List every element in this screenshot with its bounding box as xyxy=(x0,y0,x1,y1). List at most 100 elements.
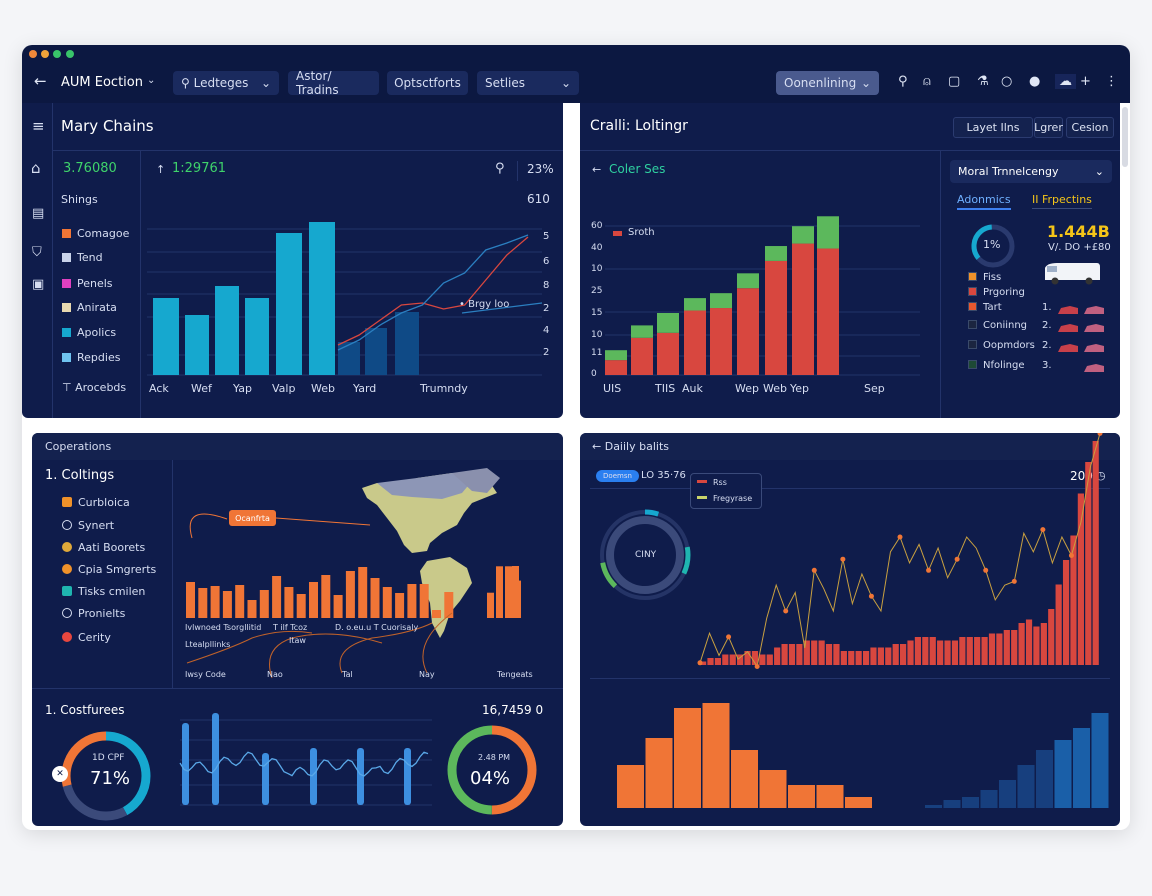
bar xyxy=(345,571,355,618)
panel-header-title[interactable]: ← Daiily balits xyxy=(592,440,669,453)
calendar-icon[interactable]: ▣ xyxy=(32,277,45,292)
bar xyxy=(885,647,892,665)
window-maximize-dot[interactable] xyxy=(53,50,61,58)
map-callout[interactable]: Ocanfrta xyxy=(229,510,276,526)
bar xyxy=(714,658,722,665)
bag-icon[interactable]: ⛉ xyxy=(32,245,42,260)
map-label: Ltealpllinks xyxy=(185,640,231,649)
panel-mary-chains: ≡ ⌂ ▤ ⛉ ▣ Mary Chains 3.76080 Shings ⊤ A… xyxy=(22,103,563,418)
window-close-dot[interactable] xyxy=(29,50,37,58)
list-item[interactable]: Synert xyxy=(62,519,114,532)
tab-adonmics[interactable]: Adonmics xyxy=(957,193,1011,210)
user-search-icon[interactable]: ⚲ xyxy=(898,74,908,89)
menu-optsctforts[interactable]: Optsctforts xyxy=(387,71,468,95)
legend-swatch xyxy=(62,253,71,262)
window-extra-dot[interactable] xyxy=(66,50,74,58)
list-item[interactable]: Curbloica xyxy=(62,496,130,509)
back-arrow-icon[interactable]: ← xyxy=(34,72,47,90)
bar-segment-red xyxy=(792,243,814,375)
back-label[interactable]: Coler Ses xyxy=(609,162,666,176)
bar xyxy=(1018,623,1025,665)
close-badge-icon[interactable]: ✕ xyxy=(52,766,68,782)
histogram-bar xyxy=(1091,713,1109,808)
list-item[interactable]: Aati Boorets xyxy=(62,541,145,554)
x-tick-label: Valp xyxy=(272,382,296,395)
bar-segment-green xyxy=(657,313,679,333)
bar xyxy=(707,658,714,665)
menu-astor-tradins[interactable]: Astor/ Tradins xyxy=(288,69,379,97)
histogram-bar xyxy=(759,770,787,808)
bar xyxy=(1040,623,1047,665)
cesion-button[interactable]: Cesion xyxy=(1066,117,1114,138)
list-item[interactable]: Cpia Smgrerts xyxy=(62,563,156,576)
histogram-bar xyxy=(943,800,961,808)
donut1-value: 71% xyxy=(90,768,131,789)
view-dropdown[interactable]: Oonenlining ⌄ xyxy=(776,71,879,95)
map-label: Tengeats xyxy=(497,670,533,679)
back-arrow-icon[interactable]: ← xyxy=(592,163,602,176)
status-badge: Doemsn xyxy=(596,470,639,482)
legend-item: Tend xyxy=(62,251,103,264)
document-icon[interactable]: ▤ xyxy=(32,206,45,221)
menu-label: Astor/ Tradins xyxy=(296,69,339,97)
histogram-bar xyxy=(816,785,844,808)
series-line xyxy=(337,234,529,351)
section-title: 1. Coltings xyxy=(45,468,115,483)
window-minimize-dot[interactable] xyxy=(41,50,49,58)
line-point xyxy=(1040,527,1046,533)
refresh-icon[interactable]: ○ xyxy=(1001,74,1013,89)
search-icon[interactable]: ⚲ xyxy=(495,161,505,176)
bar xyxy=(1077,493,1084,665)
menu-setlies[interactable]: Setlies ⌄ xyxy=(477,71,579,95)
dropdown-value: Moral Trnnelcengy xyxy=(958,165,1059,178)
location-pin-icon[interactable]: ● xyxy=(1029,74,1041,89)
metric-dropdown[interactable]: Moral Trnnelcengy ⌄ xyxy=(950,160,1112,183)
bar-segment-red xyxy=(684,310,706,375)
map-label: Nay xyxy=(419,670,435,679)
line-point xyxy=(983,567,989,573)
lgrer-button[interactable]: Lgrer xyxy=(1034,117,1063,138)
app-title[interactable]: AUM Eoction xyxy=(61,75,143,90)
flask-icon[interactable]: ⚗ xyxy=(977,74,989,89)
at-icon xyxy=(62,608,72,618)
histogram-bar xyxy=(674,708,701,808)
bar xyxy=(944,640,951,665)
bar-segment-red xyxy=(737,288,759,375)
more-icon[interactable]: ⋮ xyxy=(1105,74,1118,89)
scrollbar[interactable] xyxy=(1122,107,1128,167)
bar-line-chart xyxy=(147,222,543,376)
list-item[interactable]: Cerity xyxy=(62,631,111,644)
bar xyxy=(759,654,766,665)
menu-label: Setlies xyxy=(485,76,526,90)
annotation-label: Brgy loo xyxy=(468,299,510,310)
chevron-down-icon[interactable]: ⌄ xyxy=(147,75,156,86)
x-tick-label: Auk xyxy=(682,382,703,395)
legend-swatch xyxy=(968,272,977,281)
hamburger-menu-icon[interactable]: ≡ xyxy=(32,117,45,135)
legend-footer-item[interactable]: ⊤ Arocebds xyxy=(62,381,127,394)
ring-track xyxy=(606,516,684,594)
clock-icon[interactable]: ◷ xyxy=(1096,469,1106,482)
tablet-icon[interactable]: ▢ xyxy=(948,74,961,89)
bar xyxy=(862,651,870,665)
home-icon[interactable]: ⌂ xyxy=(31,159,41,177)
connector-line xyxy=(339,622,433,674)
list-item[interactable]: Pronielts xyxy=(62,607,125,620)
layer-button[interactable]: Layet Ilns xyxy=(953,117,1033,138)
list-item[interactable]: Tisks cmilen xyxy=(62,585,145,598)
big-value: 1.444B xyxy=(1047,222,1110,241)
bar xyxy=(1092,441,1099,665)
menu-ledteges[interactable]: ⚲ Ledteges ⌄ xyxy=(173,71,279,95)
tab-frpectins[interactable]: II Frpectins xyxy=(1032,193,1092,209)
bar xyxy=(922,637,929,665)
person-icon[interactable]: ⍝ xyxy=(923,74,931,89)
bar xyxy=(774,647,781,665)
y-tick-label: 25 xyxy=(591,286,603,296)
legend-swatch xyxy=(62,353,71,362)
line-point xyxy=(726,634,732,640)
bar xyxy=(432,610,441,618)
cloud-icon[interactable]: ☁ xyxy=(1055,74,1076,89)
bar xyxy=(781,644,788,665)
plus-icon[interactable]: + xyxy=(1080,74,1091,89)
bar xyxy=(1011,630,1018,665)
